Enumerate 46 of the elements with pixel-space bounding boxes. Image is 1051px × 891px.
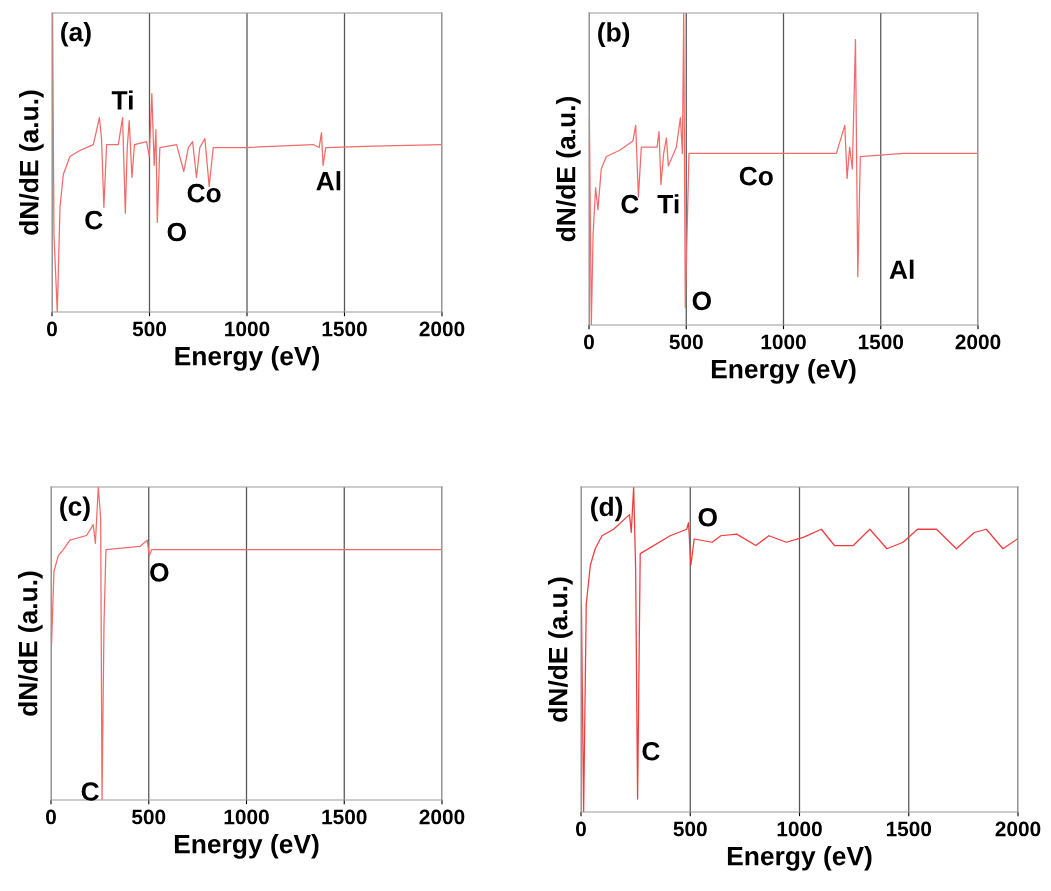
x-axis-title: Energy (eV) xyxy=(727,846,872,871)
annotation: C xyxy=(621,194,639,214)
y-axis-title: dN/dE (a.u.) xyxy=(18,571,43,716)
x-tick-label: 2000 xyxy=(419,321,465,337)
x-tick-label: 0 xyxy=(46,809,56,825)
x-tick-label: 0 xyxy=(47,321,57,337)
x-tick-label: 1500 xyxy=(858,334,904,350)
x-tick-label: 1000 xyxy=(225,321,270,337)
x-tick-label: 1500 xyxy=(322,321,367,337)
annotation: O xyxy=(167,222,186,242)
annotation: (c) xyxy=(60,496,90,521)
x-axis-title: Energy (eV) xyxy=(174,834,319,859)
annotation: (b) xyxy=(598,22,630,47)
annotation: C xyxy=(642,741,660,761)
y-axis-title: dN/dE (a.u.) xyxy=(19,90,44,235)
annotation: O xyxy=(698,507,717,527)
annotation: Co xyxy=(739,166,773,186)
annotation: Ti xyxy=(111,90,133,110)
x-tick-label: 2000 xyxy=(995,821,1041,837)
y-axis-title: dN/dE (a.u.) xyxy=(548,577,573,722)
x-tick-label: 1000 xyxy=(761,334,806,350)
annotation: Co xyxy=(187,183,221,203)
annotation: C xyxy=(85,210,103,230)
x-tick-label: 500 xyxy=(673,821,707,837)
x-tick-label: 2000 xyxy=(955,334,1001,350)
annotation: C xyxy=(81,782,99,801)
x-axis-title: Energy (eV) xyxy=(711,359,856,384)
annotation: (d) xyxy=(591,496,623,522)
annotation: Ti xyxy=(657,194,679,214)
x-axis-title: Energy (eV) xyxy=(175,346,320,371)
x-tick-label: 0 xyxy=(576,821,586,837)
x-tick-label: 500 xyxy=(132,809,166,825)
x-tick-label: 1000 xyxy=(224,809,269,825)
x-tick-label: 1000 xyxy=(777,821,822,837)
annotation: (a) xyxy=(61,21,91,47)
annotation: O xyxy=(692,291,711,311)
annotation: Al xyxy=(316,171,341,191)
y-axis-title: dN/dE (a.u.) xyxy=(556,97,581,242)
x-tick-label: 1500 xyxy=(886,821,932,837)
x-tick-label: 0 xyxy=(584,334,594,350)
x-tick-label: 500 xyxy=(669,334,703,350)
x-tick-label: 500 xyxy=(132,321,167,337)
annotation: O xyxy=(150,563,169,582)
x-tick-label: 1500 xyxy=(322,809,367,825)
annotation: Al xyxy=(889,259,914,279)
x-tick-label: 2000 xyxy=(419,809,465,825)
